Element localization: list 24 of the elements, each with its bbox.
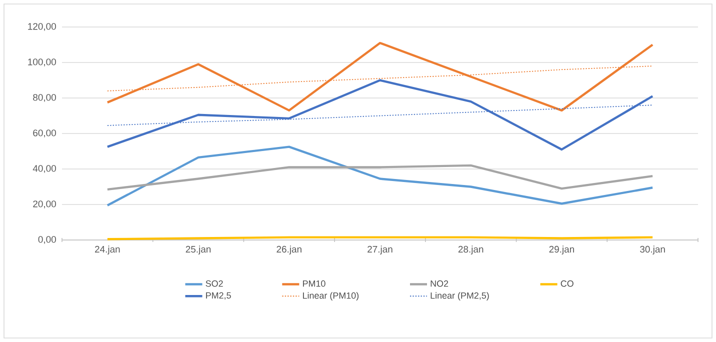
y-tick-label: 40,00 xyxy=(32,165,56,173)
x-tick-label: 24.jan xyxy=(95,246,120,254)
y-tick-label: 120,00 xyxy=(28,23,56,31)
y-tick-label: 20,00 xyxy=(33,200,56,208)
y-tick-label: 60,00 xyxy=(33,130,56,138)
legend-label: SO2 xyxy=(206,280,223,287)
x-tick-label: 30.jan xyxy=(640,246,665,254)
x-tick-label: 26.jan xyxy=(276,246,302,254)
legend-label: PM2,5 xyxy=(206,292,231,300)
y-tick-label: 0,00 xyxy=(38,236,56,244)
y-tick-label: 100,00 xyxy=(28,58,56,66)
line-series xyxy=(106,79,654,151)
line-series xyxy=(106,146,654,206)
x-tick-label: 29.jan xyxy=(549,246,574,254)
legend-label: PM10 xyxy=(303,280,326,287)
legend-label: Linear (PM2,5) xyxy=(430,292,489,300)
legend-label: Linear (PM10) xyxy=(303,292,359,300)
x-tick-label: 27.jan xyxy=(368,246,392,254)
legend-label: NO2 xyxy=(430,280,448,287)
x-tick-label: 25.jan xyxy=(186,246,211,254)
x-tick-label: 28.jan xyxy=(458,246,484,254)
line-series xyxy=(106,164,654,191)
y-tick-label: 80,00 xyxy=(33,94,56,102)
legend-label: CO xyxy=(560,280,574,287)
